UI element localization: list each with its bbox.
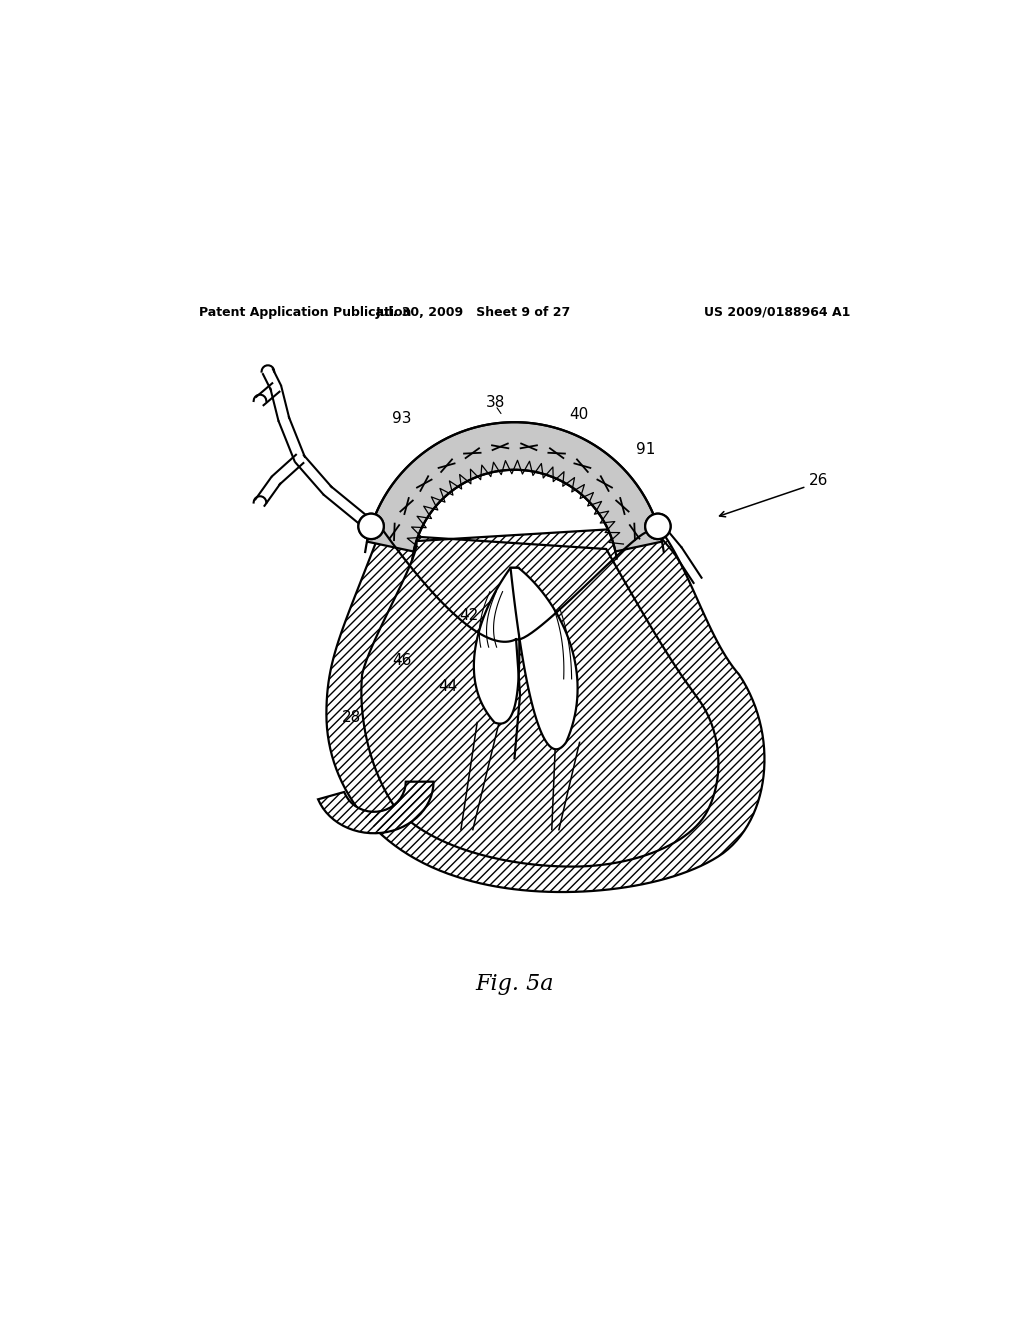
Text: 44: 44 <box>438 678 458 694</box>
Text: 28: 28 <box>342 710 361 725</box>
Text: 40: 40 <box>569 407 589 421</box>
Text: 26: 26 <box>809 473 828 487</box>
Circle shape <box>645 513 671 539</box>
Circle shape <box>645 513 671 539</box>
Polygon shape <box>318 781 433 833</box>
Text: 42: 42 <box>460 609 479 623</box>
Polygon shape <box>327 527 765 892</box>
Text: Fig. 5a: Fig. 5a <box>475 973 554 995</box>
Text: 48: 48 <box>543 644 562 660</box>
Polygon shape <box>474 568 519 723</box>
Circle shape <box>358 513 384 539</box>
Text: 91: 91 <box>636 442 655 458</box>
Text: Jul. 30, 2009   Sheet 9 of 27: Jul. 30, 2009 Sheet 9 of 27 <box>376 306 570 319</box>
Polygon shape <box>367 422 662 552</box>
Text: 38: 38 <box>485 395 505 409</box>
Text: US 2009/0188964 A1: US 2009/0188964 A1 <box>703 306 850 319</box>
Text: 46: 46 <box>392 653 412 668</box>
Circle shape <box>358 513 384 539</box>
Text: Patent Application Publication: Patent Application Publication <box>200 306 412 319</box>
Text: 93: 93 <box>392 412 412 426</box>
Polygon shape <box>511 568 578 750</box>
